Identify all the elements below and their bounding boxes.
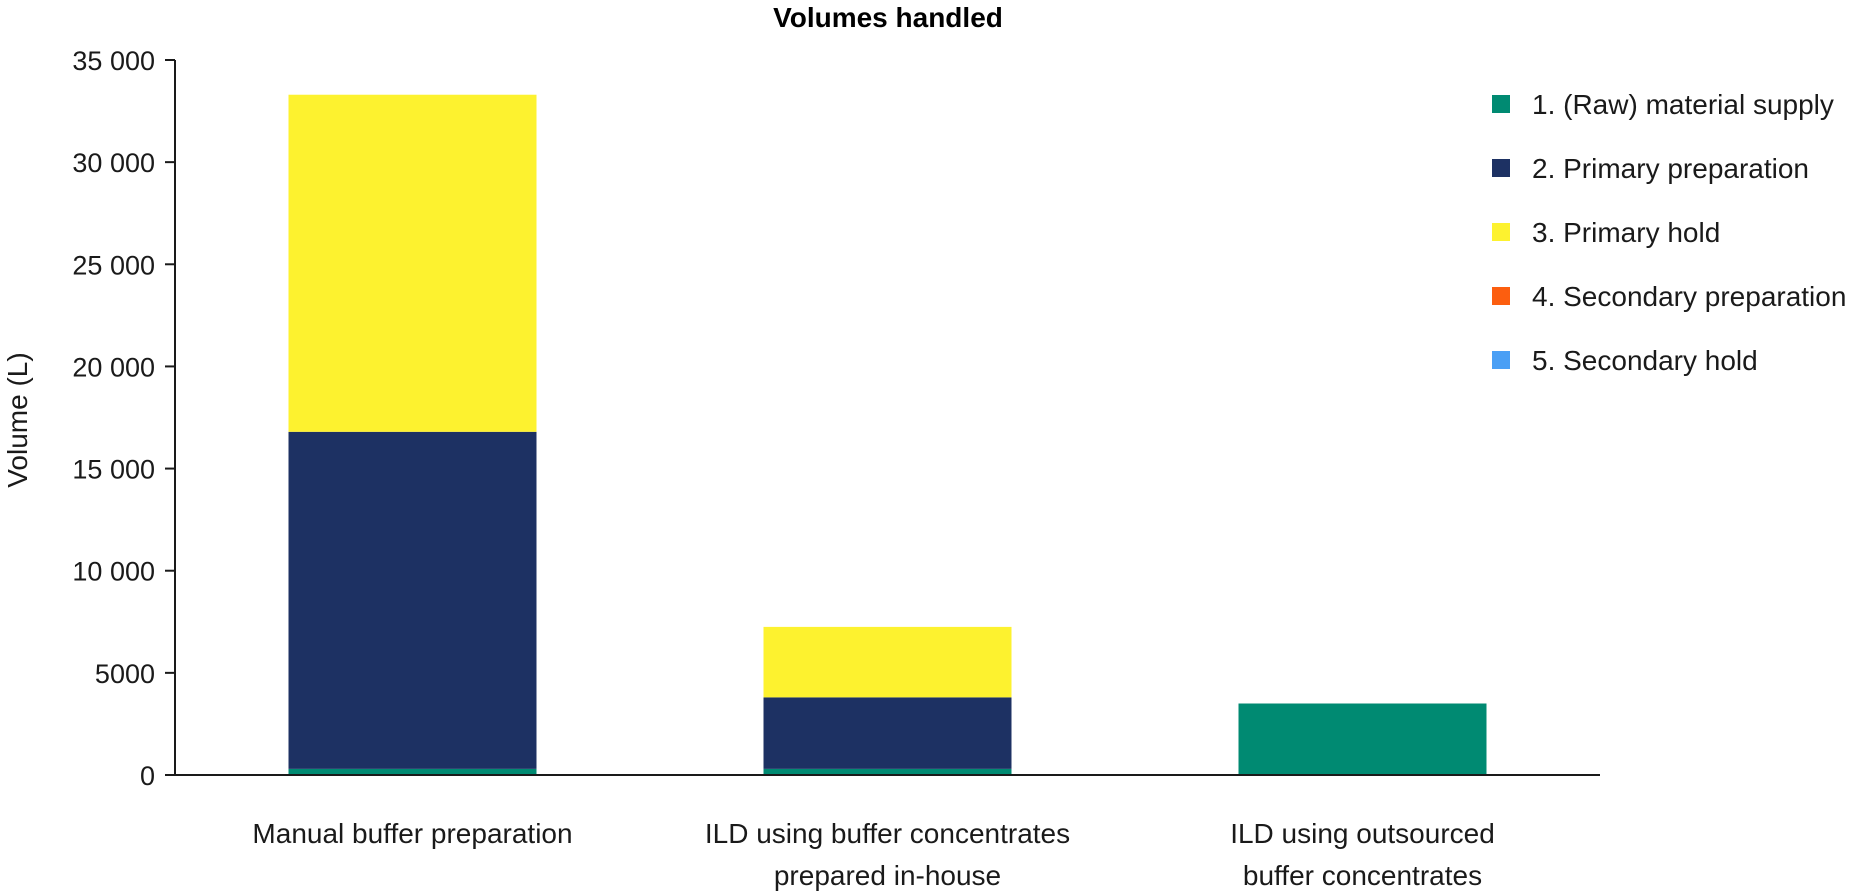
legend-label: 2. Primary preparation	[1532, 153, 1809, 184]
y-tick-label: 10 000	[72, 557, 155, 587]
chart-title: Volumes handled	[773, 2, 1003, 33]
legend-swatch	[1492, 287, 1510, 305]
y-tick-label: 25 000	[72, 250, 155, 280]
y-tick-label: 20 000	[72, 352, 155, 382]
x-category-label: prepared in-house	[774, 860, 1001, 891]
y-axis-label: Volume (L)	[2, 352, 33, 487]
bar-segment-3	[288, 94, 537, 432]
legend-label: 1. (Raw) material supply	[1532, 89, 1834, 120]
bar-segment-2	[288, 431, 537, 769]
y-tick-label: 5000	[95, 659, 155, 689]
bar-segment-1	[763, 768, 1012, 775]
legend-swatch	[1492, 351, 1510, 369]
bar-segment-3	[763, 626, 1012, 698]
legend-label: 3. Primary hold	[1532, 217, 1720, 248]
bars	[288, 94, 1487, 775]
y-tick-label: 15 000	[72, 455, 155, 485]
y-tick-label: 0	[140, 761, 155, 791]
bar-segment-1	[288, 768, 537, 775]
bar-segment-2	[763, 697, 1012, 769]
bar-segment-1	[1238, 703, 1487, 775]
y-tick-label: 30 000	[72, 148, 155, 178]
legend-label: 5. Secondary hold	[1532, 345, 1758, 376]
legend: 1. (Raw) material supply 2. Primary prepa…	[1492, 89, 1846, 376]
axes	[174, 60, 1600, 776]
legend-swatch	[1492, 223, 1510, 241]
y-axis-ticks: 0 5000 10 000 15 000 20 000 25 000 30 000 35 00…	[72, 46, 175, 791]
y-tick-label: 35 000	[72, 46, 155, 76]
x-category-label: Manual buffer preparation	[252, 818, 572, 849]
legend-label: 4. Secondary preparation	[1532, 281, 1846, 312]
legend-swatch	[1492, 159, 1510, 177]
legend-swatch	[1492, 95, 1510, 113]
x-category-label: ILD using buffer concentrates	[705, 818, 1070, 849]
x-axis-categories: Manual buffer preparation ILD using buffe…	[252, 818, 1494, 891]
x-category-label: buffer concentrates	[1243, 860, 1482, 891]
x-category-label: ILD using outsourced	[1230, 818, 1495, 849]
